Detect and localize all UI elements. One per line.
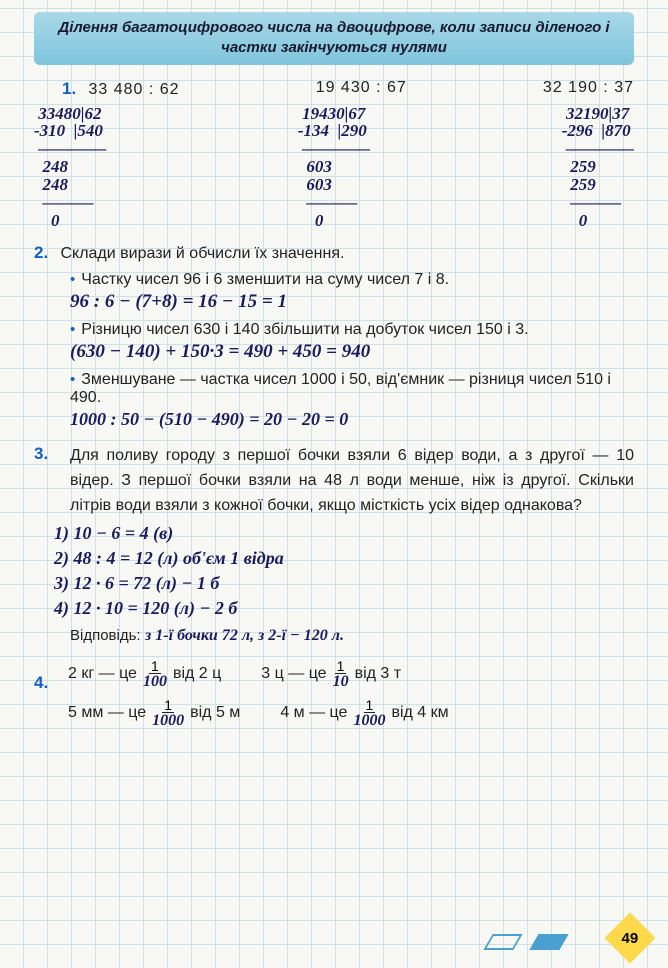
expr: 32 190 : 37 [543,79,634,99]
fraction-item: 2 кг — це 1100 від 2 ц [68,659,221,690]
problem-3: 3. Для поливу городу з першої бочки взял… [34,444,634,644]
answer-text: з 1-ї бочки 72 л, з 2-ї − 120 л. [145,627,344,644]
problem-number: 1. [62,79,84,99]
diamond-icon [483,934,522,950]
fraction-item: 3 ц — це 110 від 3 т [261,659,401,690]
problem-2: 2. Склади вирази й обчисли їх значення. … [34,243,634,430]
page-header: Ділення багатоцифрового числа на двоцифр… [34,12,634,65]
problem-number: 4. [34,673,56,693]
step: 2) 48 : 4 = 12 (л) об'єм 1 відра [54,548,634,569]
step: 4) 12 · 10 = 120 (л) − 2 б [54,598,634,619]
bullet-text: Зменшуване — частка чисел 1000 і 50, від… [70,371,611,406]
fraction-item: 5 мм — це 11000 від 5 м [68,698,240,729]
expr: 19 430 : 67 [316,79,407,99]
handwritten-answer: 96 : 6 − (7+8) = 16 − 15 = 1 [70,291,634,313]
long-division-work: 32190|37 -296 |870 ———— 259 259 ——— 0 [562,105,634,230]
handwritten-answer: 1000 : 50 − (510 − 490) = 20 − 20 = 0 [70,409,634,430]
answer-label: Відповідь: [70,627,141,644]
problem-body: Для поливу городу з першої бочки взяли 6… [70,444,634,518]
diamond-icon [529,934,568,950]
bullet-text: Частку чисел 96 і 6 зменшити на суму чис… [81,271,449,288]
step: 3) 12 · 6 = 72 (л) − 1 б [54,573,634,594]
problem-title: Склади вирази й обчисли їх значення. [60,245,344,262]
problem-4: 4. 2 кг — це 1100 від 2 ц 3 ц — це 110 в… [34,659,634,729]
problem-1: 1. 33 480 : 62 19 430 : 67 32 190 : 37 3… [34,79,634,230]
long-division-work: 33480|62 -310 |540 ———— 248 248 ——— 0 [34,105,106,230]
problem-number: 3. [34,444,56,464]
problem-number: 2. [34,243,56,263]
handwritten-answer: (630 − 140) + 150·3 = 490 + 450 = 940 [70,341,634,363]
expr: 33 480 : 62 [88,81,179,98]
bullet-text: Різницю чисел 630 і 140 збільшити на доб… [81,321,528,338]
fraction-item: 4 м — це 11000 від 4 км [280,698,448,729]
long-division-work: 19430|67 -134 |290 ———— 603 603 ——— 0 [298,105,370,230]
step: 1) 10 − 6 = 4 (в) [54,523,634,544]
